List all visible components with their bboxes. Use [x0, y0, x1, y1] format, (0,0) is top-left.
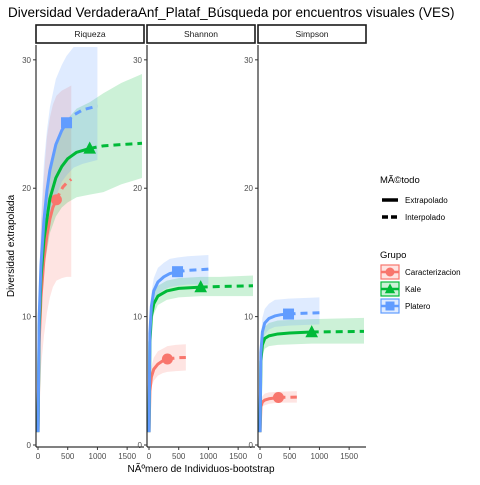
x-tick-label: 1500 [229, 452, 247, 461]
legend-key-marker [386, 302, 395, 311]
legend-key-marker [386, 268, 395, 277]
facet-strip-label: Simpson [295, 29, 328, 39]
legend-key-caracterizacion [381, 265, 399, 279]
observed-point-caracterizacion [162, 353, 173, 364]
legend-label-platero: Platero [405, 302, 431, 311]
x-tick-label: 1500 [118, 452, 136, 461]
y-tick-label: 10 [22, 313, 31, 322]
y-tick-label: 20 [22, 184, 31, 193]
x-tick-label: 0 [147, 452, 152, 461]
x-tick-label: 500 [283, 452, 297, 461]
x-tick-label: 1000 [89, 452, 107, 461]
legend-label-interpolado: Interpolado [405, 213, 446, 222]
legend-label-extrapolado: Extrapolado [405, 196, 448, 205]
observed-point-platero [172, 266, 183, 277]
observed-point-platero [61, 117, 72, 128]
legend-group-title: Grupo [380, 250, 406, 261]
x-tick-label: 1000 [311, 452, 329, 461]
legend-label-kale: Kale [405, 285, 422, 294]
x-tick-label: 500 [61, 452, 75, 461]
observed-point-caracterizacion [51, 194, 62, 205]
x-tick-label: 1500 [340, 452, 358, 461]
facet-strip-label: Shannon [184, 29, 218, 39]
x-tick-label: 0 [258, 452, 263, 461]
y-tick-label: 30 [244, 56, 253, 65]
x-axis-title: NÃºmero de Individuos-bootstrap [127, 462, 274, 475]
x-tick-label: 500 [172, 452, 186, 461]
y-tick-label: 10 [244, 313, 253, 322]
chart-title: Diversidad VerdaderaAnf_Plataf_Búsqueda … [8, 5, 455, 20]
legend-key-kale [381, 282, 399, 296]
y-tick-label: 30 [133, 56, 142, 65]
x-tick-label: 1000 [200, 452, 218, 461]
y-tick-label: 30 [22, 56, 31, 65]
y-tick-label: 0 [27, 441, 32, 450]
y-tick-label: 0 [249, 441, 254, 450]
facet-strip-label: Riqueza [74, 29, 105, 39]
y-tick-label: 20 [133, 184, 142, 193]
observed-point-platero [283, 309, 294, 320]
y-axis-title: Diversidad extrapolada [6, 194, 17, 297]
legend-method-title: MÃ©todo [380, 175, 420, 186]
y-tick-label: 0 [138, 441, 143, 450]
y-tick-label: 10 [133, 313, 142, 322]
legend-key-platero [381, 299, 399, 313]
observed-point-caracterizacion [273, 392, 284, 403]
x-tick-label: 0 [36, 452, 41, 461]
y-tick-label: 20 [244, 184, 253, 193]
legend-label-caracterizacion: Caracterizacion [405, 268, 461, 277]
